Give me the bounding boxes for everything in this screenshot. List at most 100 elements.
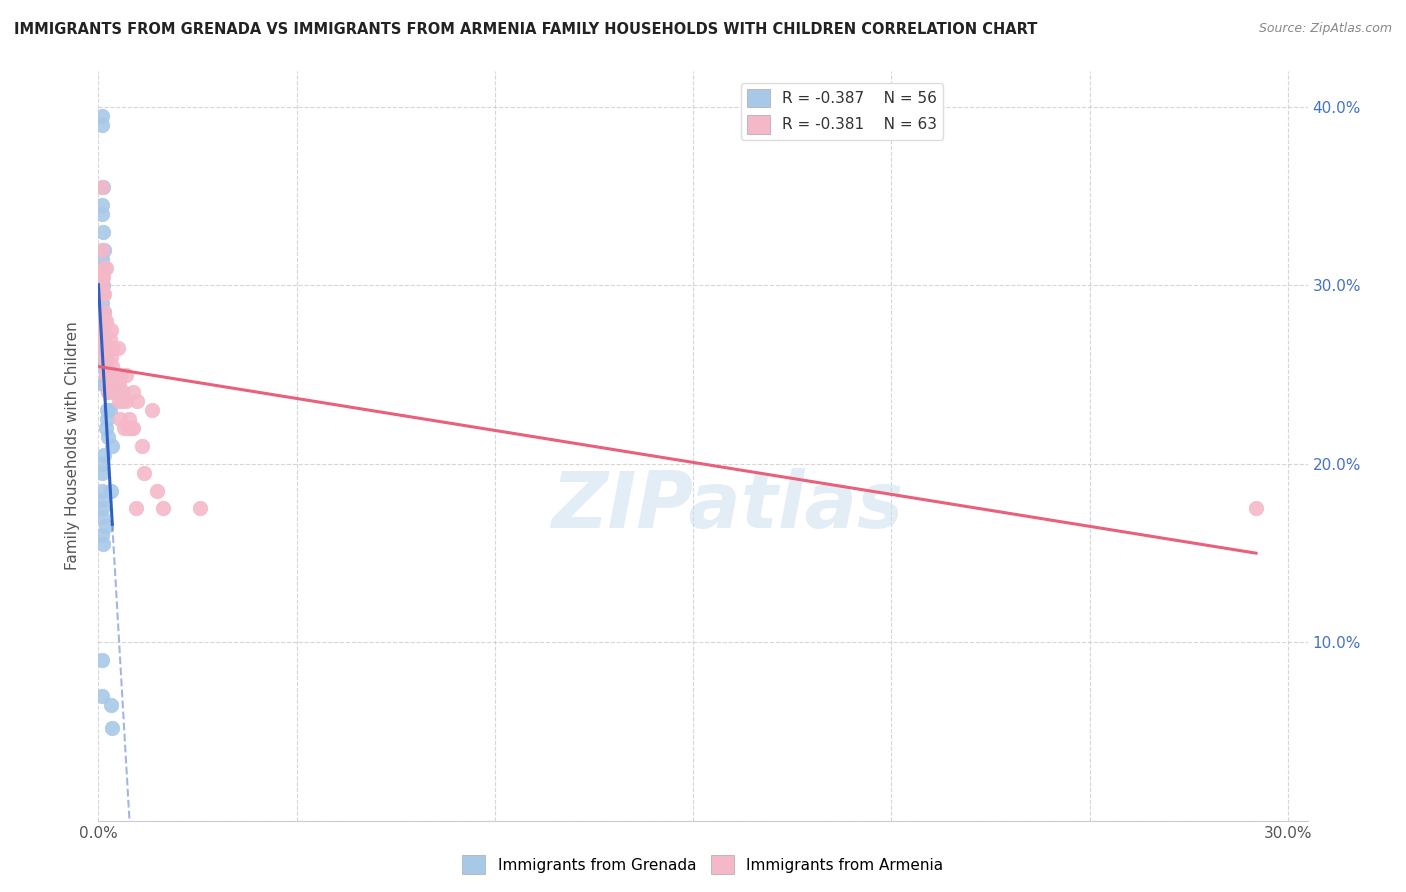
Point [91,225,114,239]
Point [91,287,114,301]
Point [91,296,114,310]
Point [91,314,114,328]
Point [141,403,163,417]
Point [105,385,128,400]
Legend: R = -0.387    N = 56, R = -0.381    N = 63: R = -0.387 N = 56, R = -0.381 N = 63 [741,83,943,140]
Point [90,341,112,355]
Point [104,368,127,382]
Point [111,394,134,409]
Point [91,269,114,284]
Point [90,269,112,284]
Point [93,287,115,301]
Point [96,359,118,373]
Point [90,457,112,471]
Point [127,394,149,409]
Point [90,109,112,123]
Point [111,385,134,400]
Text: Source: ZipAtlas.com: Source: ZipAtlas.com [1258,22,1392,36]
Point [91,260,114,275]
Point [131,439,153,453]
Point [91,323,114,337]
Point [91,341,114,355]
Point [94,359,117,373]
Text: ZIPatlas: ZIPatlas [551,468,903,544]
Point [90,350,112,364]
Point [105,376,128,391]
Point [146,483,169,498]
Point [91,287,114,301]
Point [91,287,114,301]
Point [110,368,132,382]
Point [91,207,114,221]
Point [101,439,124,453]
Point [91,314,114,328]
Point [93,332,115,346]
Point [122,421,145,435]
Point [90,278,112,293]
Point [97,376,120,391]
Point [100,350,122,364]
Point [122,385,145,400]
Point [93,341,115,355]
Point [98,376,121,391]
Point [100,323,122,337]
Point [94,421,117,435]
Point [90,653,112,667]
Point [91,537,114,551]
Point [115,368,138,382]
Point [101,359,124,373]
Point [108,394,131,409]
Point [107,385,129,400]
Point [100,698,122,712]
Point [90,466,112,480]
Point [97,385,120,400]
Point [97,359,120,373]
Point [98,341,121,355]
Point [118,412,141,426]
Point [90,252,112,266]
Point [101,721,124,735]
Point [125,501,148,516]
Point [94,359,117,373]
Point [90,689,112,703]
Point [94,314,117,328]
Point [90,314,112,328]
Point [96,350,118,364]
Point [91,359,114,373]
Point [97,430,120,444]
Point [90,483,112,498]
Text: IMMIGRANTS FROM GRENADA VS IMMIGRANTS FROM ARMENIA FAMILY HOUSEHOLDS WITH CHILDR: IMMIGRANTS FROM GRENADA VS IMMIGRANTS FR… [14,22,1038,37]
Point [103,376,125,391]
Y-axis label: Family Households with Children: Family Households with Children [65,322,80,570]
Point [91,243,114,257]
Point [91,278,114,293]
Point [93,376,115,391]
Point [91,528,114,542]
Point [117,421,139,435]
Point [91,323,114,337]
Point [91,305,114,319]
Point [188,501,211,516]
Point [93,243,115,257]
Point [96,403,118,417]
Point [97,359,120,373]
Point [90,287,112,301]
Point [115,394,138,409]
Point [94,368,117,382]
Point [90,323,112,337]
Point [91,376,114,391]
Point [100,483,122,498]
Point [96,368,118,382]
Point [94,519,117,533]
Point [91,278,114,293]
Point [96,368,118,382]
Point [132,466,155,480]
Point [98,332,121,346]
Point [1244,501,1267,516]
Point [107,341,129,355]
Point [90,501,112,516]
Point [91,180,114,194]
Point [91,510,114,524]
Point [110,412,132,426]
Point [91,118,114,132]
